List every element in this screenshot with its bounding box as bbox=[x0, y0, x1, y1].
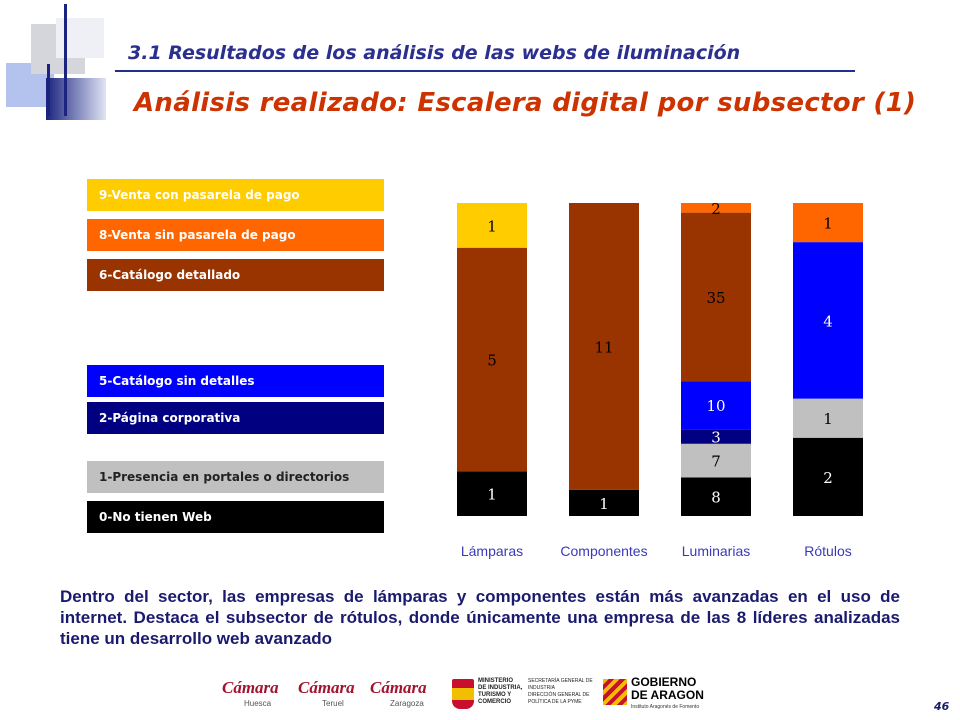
bar-label-1-0: 1 bbox=[599, 495, 609, 513]
page-number: 46 bbox=[934, 700, 950, 713]
coat-of-arms-icon bbox=[452, 679, 474, 709]
logo-camara-zaragoza-city: Zaragoza bbox=[390, 699, 424, 708]
ministry-logo: MINISTERIO DE INDUSTRIA, TURISMO Y COMER… bbox=[452, 677, 593, 713]
bar-label-2-5: 2 bbox=[711, 200, 721, 218]
legend-item-1: 1-Presencia en portales o directorios bbox=[87, 461, 384, 493]
ministry-line-1: MINISTERIO bbox=[478, 678, 514, 684]
secretaria-line-2: INDUSTRIA bbox=[528, 685, 555, 691]
logo-camara-huesca-brand: Cámara bbox=[222, 678, 279, 697]
gobierno-subtext: Instituto Aragonés de Fomento bbox=[631, 704, 700, 710]
summary-paragraph: Dentro del sector, las empresas de lámpa… bbox=[60, 587, 900, 648]
legend-item-6: 6-Catálogo detallado bbox=[87, 259, 384, 291]
secretaria-line-1: SECRETARÍA GENERAL DE bbox=[528, 678, 593, 684]
category-label-3: Rótulos bbox=[804, 543, 851, 559]
bar-segment-2-4 bbox=[681, 212, 751, 382]
bar-label-2-3: 10 bbox=[706, 397, 725, 415]
decor-vertical-line bbox=[64, 4, 67, 116]
logo-camara-huesca: Cámara Huesca bbox=[222, 678, 292, 712]
gobierno-aragon-logo: GOBIERNO DE ARAGON Instituto Aragonés de… bbox=[603, 676, 718, 714]
bar-label-2-1: 7 bbox=[711, 453, 721, 471]
bar-segment-2-0 bbox=[681, 477, 751, 516]
bar-segment-3-1 bbox=[793, 398, 863, 438]
legend-item-5: 5-Catálogo sin detalles bbox=[87, 365, 384, 397]
decor-gradient-bar bbox=[46, 78, 106, 120]
category-label-1: Componentes bbox=[560, 543, 647, 559]
bar-segment-2-5 bbox=[681, 203, 751, 213]
logo-camara-huesca-city: Huesca bbox=[244, 699, 272, 708]
bar-label-3-1: 1 bbox=[823, 410, 833, 428]
ministry-line-2: DE INDUSTRIA, bbox=[478, 685, 523, 691]
decor-vertical-line-2 bbox=[47, 64, 50, 116]
bar-label-2-0: 8 bbox=[711, 489, 721, 507]
aragon-flag-icon bbox=[603, 679, 627, 705]
bar-segment-1-0 bbox=[569, 489, 639, 516]
bar-segment-0-6 bbox=[457, 203, 527, 248]
bar-segment-3-0 bbox=[793, 437, 863, 516]
secretaria-text: SECRETARÍA GENERAL DE INDUSTRIA DIRECCIÓ… bbox=[528, 678, 593, 706]
legend-item-2: 2-Página corporativa bbox=[87, 402, 384, 434]
logo-camara-teruel-brand: Cámara bbox=[298, 678, 355, 697]
legend-item-8: 8-Venta sin pasarela de pago bbox=[87, 219, 384, 251]
ministry-line-4: COMERCIO bbox=[478, 699, 511, 705]
logo-camara-teruel: Cámara Teruel bbox=[298, 678, 368, 712]
bar-label-3-0: 2 bbox=[823, 469, 833, 487]
bar-segment-2-2 bbox=[681, 429, 751, 444]
header-rule bbox=[115, 70, 855, 72]
bar-label-1-4: 11 bbox=[594, 338, 613, 356]
stacked-bar-chart: 151Lámparas111Componentes87310352Luminar… bbox=[457, 200, 863, 559]
category-label-2: Luminarias bbox=[682, 543, 750, 559]
gobierno-line-2: DE ARAGON bbox=[631, 688, 704, 702]
bar-label-3-5: 1 bbox=[823, 215, 833, 233]
bar-segment-1-4 bbox=[569, 203, 639, 490]
secretaria-line-3: DIRECCIÓN GENERAL DE bbox=[528, 692, 590, 698]
legend-item-9: 9-Venta con pasarela de pago bbox=[87, 179, 384, 211]
bar-label-3-3: 4 bbox=[823, 312, 833, 330]
bar-label-0-0: 1 bbox=[487, 486, 497, 504]
gobierno-line-1: GOBIERNO bbox=[631, 675, 697, 689]
logo-camara-zaragoza: Cámara Zaragoza bbox=[370, 678, 442, 712]
bar-label-2-2: 3 bbox=[711, 429, 721, 447]
legend-item-0: 0-No tienen Web bbox=[87, 501, 384, 533]
bar-segment-0-0 bbox=[457, 471, 527, 516]
logo-camara-teruel-city: Teruel bbox=[322, 699, 344, 708]
bar-label-0-4: 5 bbox=[487, 352, 497, 370]
bar-label-2-4: 35 bbox=[706, 289, 725, 307]
bar-segment-0-4 bbox=[457, 247, 527, 472]
secretaria-line-4: POLÍTICA DE LA PYME bbox=[528, 699, 582, 705]
bar-label-0-6: 1 bbox=[487, 217, 497, 235]
logo-camara-zaragoza-brand: Cámara bbox=[370, 678, 427, 697]
ministry-text: MINISTERIO DE INDUSTRIA, TURISMO Y COMER… bbox=[478, 678, 522, 706]
bar-segment-2-1 bbox=[681, 443, 751, 478]
ministry-line-3: TURISMO Y bbox=[478, 692, 512, 698]
bar-segment-3-5 bbox=[793, 203, 863, 243]
bar-segment-3-3 bbox=[793, 242, 863, 399]
gobierno-text: GOBIERNO DE ARAGON bbox=[631, 676, 704, 702]
bar-segment-2-3 bbox=[681, 381, 751, 430]
category-label-0: Lámparas bbox=[461, 543, 523, 559]
page-title: Análisis realizado: Escalera digital por… bbox=[134, 88, 917, 118]
section-subtitle: 3.1 Resultados de los análisis de las we… bbox=[128, 42, 741, 64]
